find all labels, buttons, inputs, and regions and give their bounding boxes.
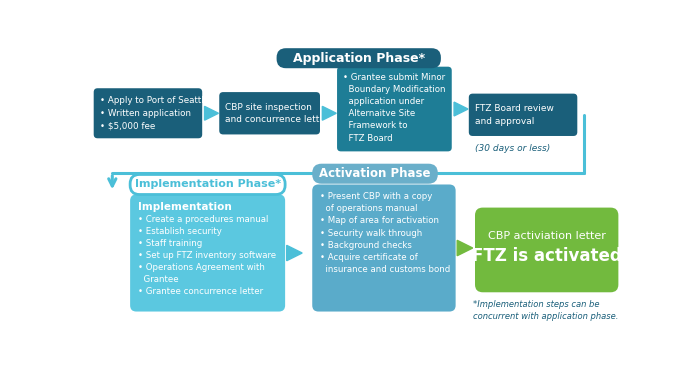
Text: • Present CBP with a copy
  of operations manual
• Map of area for activation
• : • Present CBP with a copy of operations … [320, 192, 450, 274]
Text: Activation Phase: Activation Phase [319, 167, 430, 180]
Polygon shape [457, 240, 473, 256]
Polygon shape [287, 245, 302, 261]
FancyBboxPatch shape [219, 92, 320, 135]
Text: Application Phase*: Application Phase* [293, 52, 425, 65]
Text: • Apply to Port of Seattle
• Written application
• $5,000 fee: • Apply to Port of Seattle • Written app… [100, 96, 209, 130]
Polygon shape [322, 106, 336, 120]
Text: FTZ is activated: FTZ is activated [472, 247, 622, 265]
Polygon shape [454, 102, 468, 116]
Text: Implementation: Implementation [138, 202, 232, 212]
FancyBboxPatch shape [94, 88, 202, 138]
FancyBboxPatch shape [475, 208, 618, 292]
Text: • Grantee submit Minor
  Boundary Modification
  application under
  Alternaitve: • Grantee submit Minor Boundary Modifica… [343, 73, 446, 143]
Text: CBP activiation letter: CBP activiation letter [488, 231, 606, 241]
FancyBboxPatch shape [130, 174, 285, 194]
FancyBboxPatch shape [276, 48, 441, 68]
FancyBboxPatch shape [130, 194, 285, 312]
Text: CBP site inspection
and concurrence letter: CBP site inspection and concurrence lett… [225, 103, 329, 124]
FancyBboxPatch shape [337, 67, 452, 152]
Text: *Implementation steps can be
concurrent with application phase.: *Implementation steps can be concurrent … [473, 300, 619, 321]
Text: Implementation Phase*: Implementation Phase* [134, 179, 281, 190]
Polygon shape [204, 106, 218, 120]
FancyBboxPatch shape [312, 164, 438, 184]
Text: (30 days or less): (30 days or less) [475, 144, 550, 153]
FancyBboxPatch shape [469, 94, 578, 136]
Text: • Create a procedures manual
• Establish security
• Staff training
• Set up FTZ : • Create a procedures manual • Establish… [138, 215, 276, 296]
FancyBboxPatch shape [312, 185, 456, 312]
Text: FTZ Board review
and approval: FTZ Board review and approval [475, 104, 554, 126]
